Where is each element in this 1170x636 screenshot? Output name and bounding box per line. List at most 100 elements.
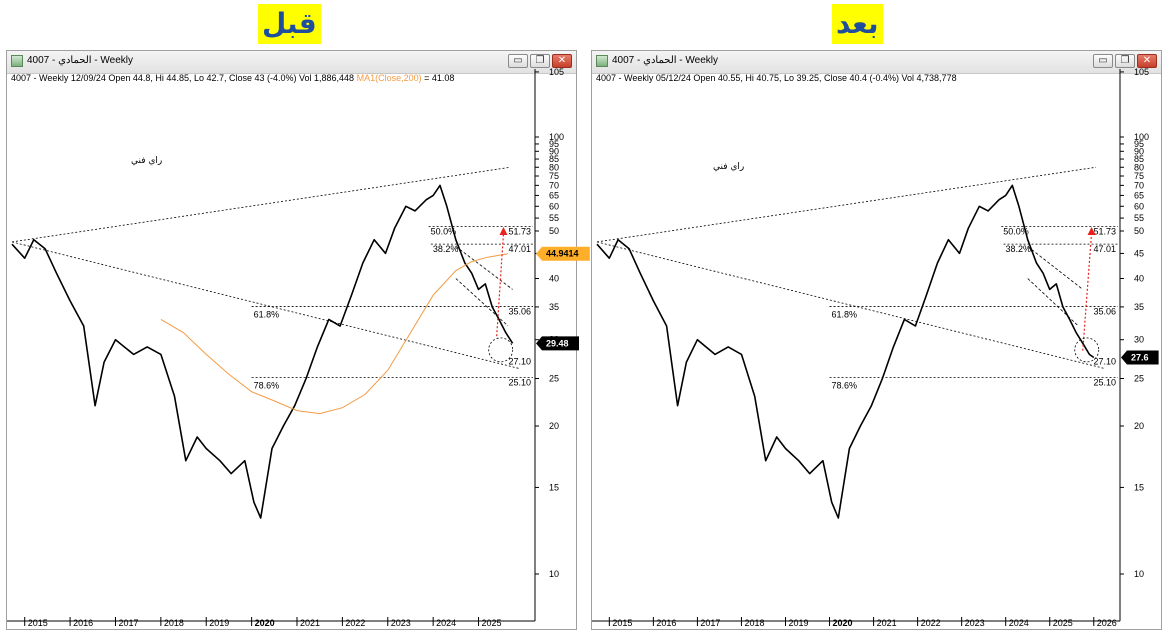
y-tick-label: 75	[549, 171, 559, 181]
fib-level-label: 61.8%	[832, 310, 858, 320]
x-tick-label: 2022	[921, 618, 941, 628]
y-tick-label: 105	[1134, 67, 1149, 77]
close-icon[interactable]: ✕	[1137, 54, 1157, 68]
y-tick-label: 80	[549, 162, 559, 172]
x-tick-label: 2024	[436, 618, 456, 628]
x-tick-label: 2017	[700, 618, 720, 628]
y-tick-label: 40	[549, 273, 559, 283]
fib-value-label: 25.10	[508, 378, 531, 388]
channel-lower-line	[1027, 278, 1079, 327]
y-tick-label: 10	[549, 569, 559, 579]
x-tick-label: 2019	[209, 618, 229, 628]
price-info-line: 4007 - Weekly 12/09/24 Open 44.8, Hi 44.…	[11, 73, 454, 83]
y-tick-label: 60	[1134, 201, 1144, 211]
y-tick-label: 45	[1134, 248, 1144, 258]
x-tick-label: 2015	[28, 618, 48, 628]
x-tick-label: 2022	[345, 618, 365, 628]
annotation-text: راي فني	[713, 162, 744, 172]
y-tick-label: 20	[1134, 421, 1144, 431]
restore-icon[interactable]: ❐	[530, 54, 550, 68]
y-tick-label: 25	[549, 374, 559, 384]
fib-value-label: 51.73	[508, 226, 531, 236]
y-tick-label: 90	[549, 146, 559, 156]
fib-level-label: 78.6%	[254, 381, 280, 391]
x-tick-label: 2017	[118, 618, 138, 628]
y-tick-label: 25	[1134, 374, 1144, 384]
bottom-circle-marker	[488, 337, 514, 363]
x-tick-label: 2025	[1053, 618, 1073, 628]
price-badge-text: 44.9414	[546, 249, 579, 259]
lower-trendline	[596, 241, 1105, 369]
fib-value-label: 35.06	[1093, 307, 1116, 317]
minimize-icon[interactable]: ▭	[508, 54, 528, 68]
window-title: 4007 - الحمادي - Weekly	[27, 55, 134, 66]
window-titlebar[interactable]: 4007 - الحمادي - Weekly ▭ ❐ ✕	[592, 51, 1161, 74]
y-tick-label: 30	[1134, 335, 1144, 345]
target-arrow-line	[496, 232, 505, 337]
price-badge-text: 29.48	[546, 338, 569, 348]
label-before: قبل	[258, 4, 321, 44]
x-tick-label: 2023	[391, 618, 411, 628]
y-tick-label: 70	[549, 180, 559, 190]
fib-value-label: 47.01	[508, 244, 531, 254]
y-tick-label: 65	[549, 190, 559, 200]
y-tick-label: 60	[549, 201, 559, 211]
y-tick-label: 55	[1134, 213, 1144, 223]
fib-value-label: 25.10	[1093, 378, 1116, 388]
y-tick-label: 100	[549, 132, 564, 142]
price-badge	[536, 336, 579, 351]
x-tick-label: 2025	[482, 618, 502, 628]
fib-level-label: 38.2%	[433, 244, 459, 254]
minimize-icon[interactable]: ▭	[1093, 54, 1113, 68]
y-tick-label: 85	[549, 154, 559, 164]
x-tick-label: 2021	[877, 618, 897, 628]
target-arrow-head	[1087, 226, 1096, 235]
label-after: بعد	[832, 4, 883, 44]
channel-upper-line	[1027, 246, 1084, 290]
x-tick-label: 2016	[73, 618, 93, 628]
chart-window-before: 4007 - الحمادي - Weekly ▭ ❐ ✕ 4007 - Wee…	[6, 50, 590, 630]
x-tick-label: 2023	[965, 618, 985, 628]
y-tick-label: 95	[1134, 139, 1144, 149]
ohlc-text: 4007 - Weekly 05/12/24 Open 40.55, Hi 40…	[596, 73, 957, 83]
fib-value-label: 27.10	[508, 356, 531, 366]
y-tick-label: 65	[1134, 190, 1144, 200]
y-tick-label: 10	[1134, 569, 1144, 579]
chart-window-after: 4007 - الحمادي - Weekly ▭ ❐ ✕ 4007 - Wee…	[591, 50, 1162, 630]
price-chart-after[interactable]: 1051009590858075706560555045403530252015…	[592, 51, 1161, 629]
target-arrow-head	[499, 226, 508, 235]
chart-app-icon	[11, 55, 23, 67]
y-tick-label: 15	[549, 482, 559, 492]
x-tick-label: 2021	[300, 618, 320, 628]
y-tick-label: 35	[549, 302, 559, 312]
fib-value-label: 27.10	[1093, 356, 1116, 366]
fib-level-label: 78.6%	[832, 381, 858, 391]
fib-level-label: 50.0%	[1003, 226, 1029, 236]
ohlc-text: 4007 - Weekly 12/09/24 Open 44.8, Hi 44.…	[11, 73, 355, 83]
y-tick-label: 55	[549, 213, 559, 223]
x-tick-label: 2018	[164, 618, 184, 628]
y-tick-label: 20	[549, 421, 559, 431]
y-tick-label: 15	[1134, 482, 1144, 492]
x-tick-label: 2020	[255, 618, 275, 628]
fib-level-label: 50.0%	[431, 226, 457, 236]
restore-icon[interactable]: ❐	[1115, 54, 1135, 68]
target-arrow-line	[1082, 232, 1093, 351]
y-tick-label: 70	[1134, 180, 1144, 190]
window-title: 4007 - الحمادي - Weekly	[612, 55, 719, 66]
price-series-line	[11, 184, 514, 519]
y-tick-label: 90	[1134, 146, 1144, 156]
close-icon[interactable]: ✕	[552, 54, 572, 68]
window-titlebar[interactable]: 4007 - الحمادي - Weekly ▭ ❐ ✕	[7, 51, 576, 74]
y-tick-label: 80	[1134, 162, 1144, 172]
y-tick-label: 105	[549, 67, 564, 77]
price-badge	[536, 246, 590, 261]
price-chart-before[interactable]: 1051009590858075706560555045403530252015…	[7, 51, 590, 629]
channel-upper-line	[455, 246, 513, 290]
price-info-line: 4007 - Weekly 05/12/24 Open 40.55, Hi 40…	[596, 73, 957, 83]
x-tick-label: 2020	[833, 618, 853, 628]
chart-app-icon	[596, 55, 608, 67]
channel-lower-line	[455, 278, 509, 327]
fib-value-label: 35.06	[508, 307, 531, 317]
upper-trendline	[596, 166, 1097, 243]
